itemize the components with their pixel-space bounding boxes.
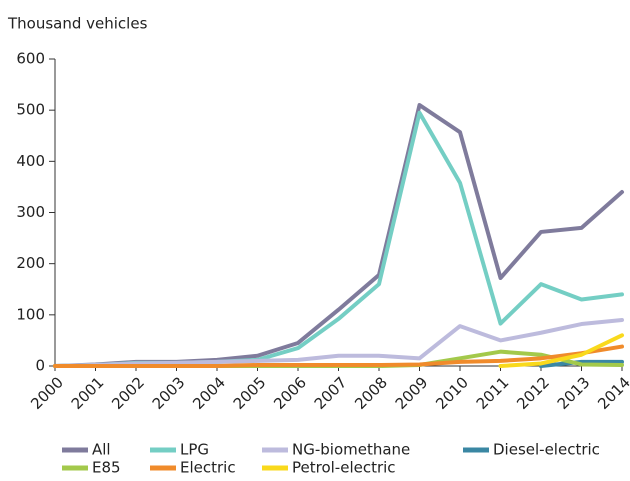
- series-line: [498, 333, 624, 368]
- x-tick-label: 2002: [108, 373, 148, 413]
- x-tick-label: 2012: [513, 373, 553, 413]
- y-tick-label: 600: [16, 50, 45, 68]
- y-tick-label: 500: [16, 101, 45, 119]
- y-tick-label: 0: [35, 357, 45, 375]
- series-line: [53, 344, 624, 368]
- x-tick-label: 2007: [311, 373, 351, 413]
- y-tick-label: 400: [16, 152, 45, 170]
- legend-label: Petrol-electric: [292, 459, 396, 477]
- y-axis-label: Thousand vehicles: [7, 15, 148, 33]
- x-tick-label: 2011: [473, 373, 513, 413]
- legend-label: E85: [92, 459, 121, 477]
- y-tick-label: 300: [16, 203, 45, 221]
- x-tick-label: 2008: [351, 373, 391, 413]
- y-tick-label: 200: [16, 254, 45, 272]
- x-tick-label: 2003: [149, 373, 189, 413]
- legend-label: LPG: [180, 441, 209, 459]
- series-line: [53, 317, 624, 368]
- x-tick-label: 2004: [189, 373, 229, 413]
- series-line: [53, 103, 624, 368]
- legend-label: Diesel-electric: [493, 441, 600, 459]
- x-tick-label: 2000: [27, 373, 67, 413]
- legend-label: NG-biomethane: [292, 441, 410, 459]
- legend-label: Electric: [180, 459, 236, 477]
- x-tick-label: 2010: [432, 373, 472, 413]
- x-tick-label: 2009: [392, 373, 432, 413]
- x-tick-label: 2001: [68, 373, 108, 413]
- x-tick-label: 2005: [230, 373, 270, 413]
- x-tick-label: 2006: [270, 373, 310, 413]
- legend-label: All: [92, 441, 111, 459]
- x-tick-label: 2014: [594, 373, 630, 413]
- x-tick-label: 2013: [554, 373, 594, 413]
- series-line: [539, 359, 624, 368]
- y-tick-label: 100: [16, 305, 45, 323]
